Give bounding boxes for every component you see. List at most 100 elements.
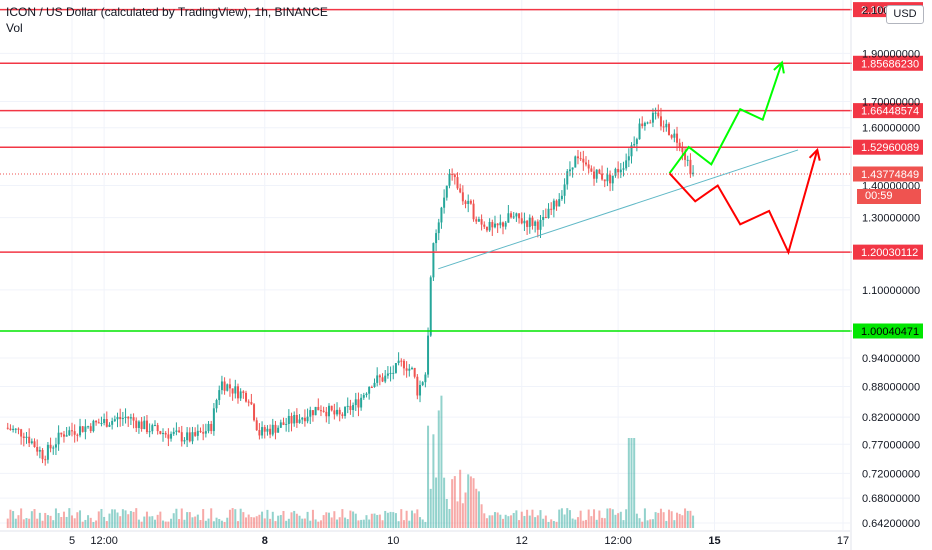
price-tick-label: 0.68000000: [862, 493, 920, 505]
candle-body: [520, 218, 523, 224]
candle-body: [129, 417, 132, 419]
volume-bar: [386, 512, 389, 528]
volume-bar: [68, 508, 71, 528]
volume-bar: [135, 508, 138, 528]
volume-bar: [416, 509, 419, 528]
volume-bar: [328, 512, 330, 528]
volume-bar: [282, 510, 285, 528]
candle-body: [585, 162, 587, 165]
volume-bar: [475, 488, 478, 528]
volume-bar: [336, 519, 339, 528]
candle-body: [36, 447, 39, 452]
level-price-tag: [853, 103, 923, 119]
candle-body: [30, 441, 33, 444]
volume-bar: [309, 520, 312, 528]
volume-bar: [162, 520, 165, 528]
candle-body: [378, 375, 381, 378]
volume-bar: [346, 519, 349, 528]
volume-bar: [579, 510, 582, 528]
volume-bar: [277, 515, 280, 528]
volume-bar: [204, 520, 207, 528]
candle-body: [62, 434, 65, 437]
volume-bar: [654, 512, 657, 528]
candle-body: [220, 381, 223, 391]
volume-bar: [28, 518, 31, 528]
volume-bar: [140, 521, 143, 528]
volume-bar: [552, 521, 555, 528]
candle-body: [170, 433, 173, 439]
price-axis: 2.100000001.900000001.700000001.60000000…: [850, 0, 920, 550]
candle-body: [65, 435, 68, 437]
volume-bar: [555, 521, 558, 528]
candle-body: [121, 417, 124, 420]
volume-bar: [137, 519, 140, 528]
candle-body: [676, 133, 679, 143]
candle-body: [357, 399, 360, 408]
candle-body: [483, 224, 486, 227]
candle-body: [475, 219, 478, 222]
candle-body: [127, 416, 130, 419]
candle-body: [630, 145, 633, 157]
candle-body: [646, 122, 649, 124]
volume-bar: [686, 510, 689, 528]
candle-body: [686, 159, 689, 161]
volume-bar: [71, 515, 73, 528]
volume-bar: [79, 510, 82, 528]
volume-bar: [41, 520, 44, 528]
candle-body: [306, 416, 309, 422]
volume-bar: [657, 512, 660, 528]
candle-body: [132, 417, 135, 421]
candle-body: [595, 169, 598, 179]
volume-bar: [571, 518, 574, 528]
volume-bar: [92, 521, 95, 528]
volume-bar: [619, 511, 622, 528]
level-price-label: 1.20030112: [861, 247, 918, 259]
candle-body: [322, 410, 325, 412]
candle-body: [654, 112, 657, 114]
candle-body: [271, 424, 274, 435]
volume-bar: [25, 518, 28, 528]
time-tick-label: 10: [387, 535, 399, 547]
candle-body: [175, 430, 178, 432]
candle-body: [253, 404, 256, 421]
candle-body: [635, 139, 638, 145]
candle-body: [153, 425, 156, 427]
volume-bar: [384, 510, 387, 528]
candle-body: [73, 431, 76, 435]
volume-bar: [665, 520, 668, 528]
candle-body: [9, 428, 12, 431]
volume-bar: [493, 512, 496, 528]
volume-bar: [576, 517, 579, 528]
volume-bar: [215, 517, 218, 528]
candlesticks: [6, 104, 695, 466]
volume-bar: [228, 509, 231, 528]
candle-body: [330, 405, 333, 411]
volume-bar: [314, 519, 317, 528]
volume-bar: [445, 498, 448, 528]
volume-bar: [202, 509, 205, 528]
candle-body: [408, 368, 411, 371]
volume-bar: [132, 511, 135, 528]
candle-body: [435, 233, 438, 244]
candle-body: [665, 123, 668, 128]
volume-bar: [611, 509, 614, 528]
volume-bar: [9, 509, 12, 528]
candle-body: [162, 433, 165, 435]
candle-body: [402, 360, 405, 369]
volume-bar: [20, 508, 23, 528]
volume-bar: [298, 515, 301, 528]
volume-bar: [467, 474, 470, 528]
volume-bar: [483, 513, 486, 528]
candle-body: [266, 428, 269, 432]
trendline: [438, 149, 799, 270]
candle-body: [354, 399, 357, 406]
candle-body: [603, 179, 606, 182]
candle-body: [6, 427, 9, 429]
volume-bar: [563, 514, 566, 528]
candle-body: [92, 420, 95, 432]
volume-bar: [625, 509, 628, 528]
candle-body: [641, 123, 644, 127]
currency-button[interactable]: USD: [886, 5, 924, 24]
volume-bar: [673, 520, 676, 528]
